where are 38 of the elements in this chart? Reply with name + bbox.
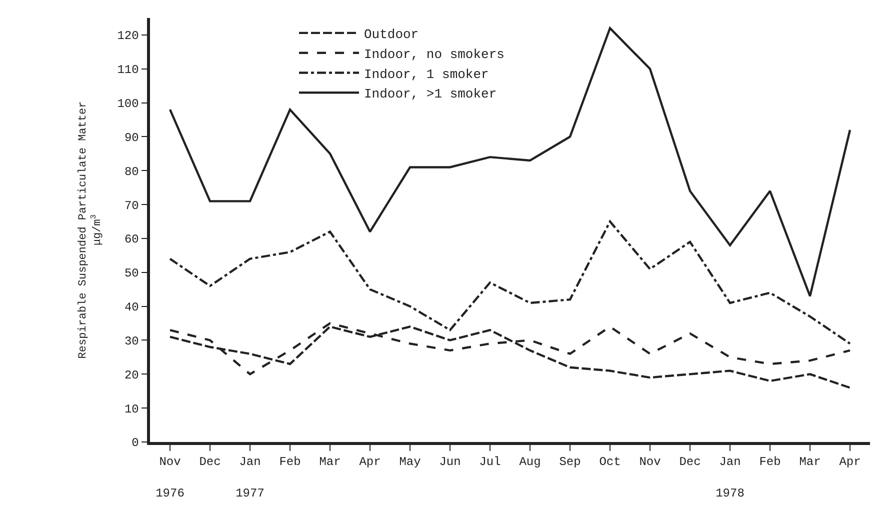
x-tick-label: Feb: [279, 455, 301, 470]
y-tick-label: 0: [132, 436, 139, 450]
y-tick-label: 60: [124, 232, 139, 247]
x-tick-label: Dec: [199, 455, 221, 470]
x-tick-label: Jun: [439, 455, 461, 470]
legend-label: Indoor, 1 smoker: [364, 66, 489, 82]
y-tick-label: 80: [124, 164, 139, 179]
line-series: [168, 326, 852, 389]
line-series: [168, 220, 852, 345]
y-tick-label: 40: [124, 300, 139, 315]
x-tick-label: Feb: [759, 455, 781, 470]
x-tick-label: Sep: [559, 455, 581, 470]
x-tick-label: Nov: [639, 455, 661, 470]
x-tick-label: Dec: [679, 455, 701, 470]
legend-label: Outdoor: [364, 27, 419, 42]
x-tick-label: Aug: [519, 455, 541, 470]
x-tick-label: Mar: [319, 455, 341, 470]
y-tick-label: 70: [124, 198, 139, 213]
y-tick-label: 100: [117, 97, 139, 111]
x-tick-label: May: [399, 455, 421, 470]
y-tick-label: 30: [124, 334, 139, 348]
y-tick-label: 20: [124, 368, 139, 382]
line-series: [168, 27, 852, 298]
x-tick-label: Mar: [799, 455, 821, 470]
legend-label: Indoor, >1 smoker: [364, 86, 497, 102]
category-label: Jan 1978: [716, 455, 744, 500]
x-tick-label: Apr: [839, 455, 861, 470]
x-tick-label: Oct: [599, 455, 621, 470]
y-tick-label: 10: [124, 402, 139, 416]
y-tick-label: 90: [124, 130, 139, 145]
category-label: Nov 1976: [156, 455, 184, 500]
x-tick-label: Apr: [359, 455, 381, 470]
y-tick-label: 50: [124, 266, 139, 281]
category-label: Jan 1977: [236, 455, 264, 500]
legend-label: Indoor, no smokers: [364, 46, 504, 62]
x-tick-label: Jul: [479, 455, 501, 470]
y-tick-label: 120: [117, 29, 139, 44]
y-tick-label: 110: [117, 63, 139, 78]
